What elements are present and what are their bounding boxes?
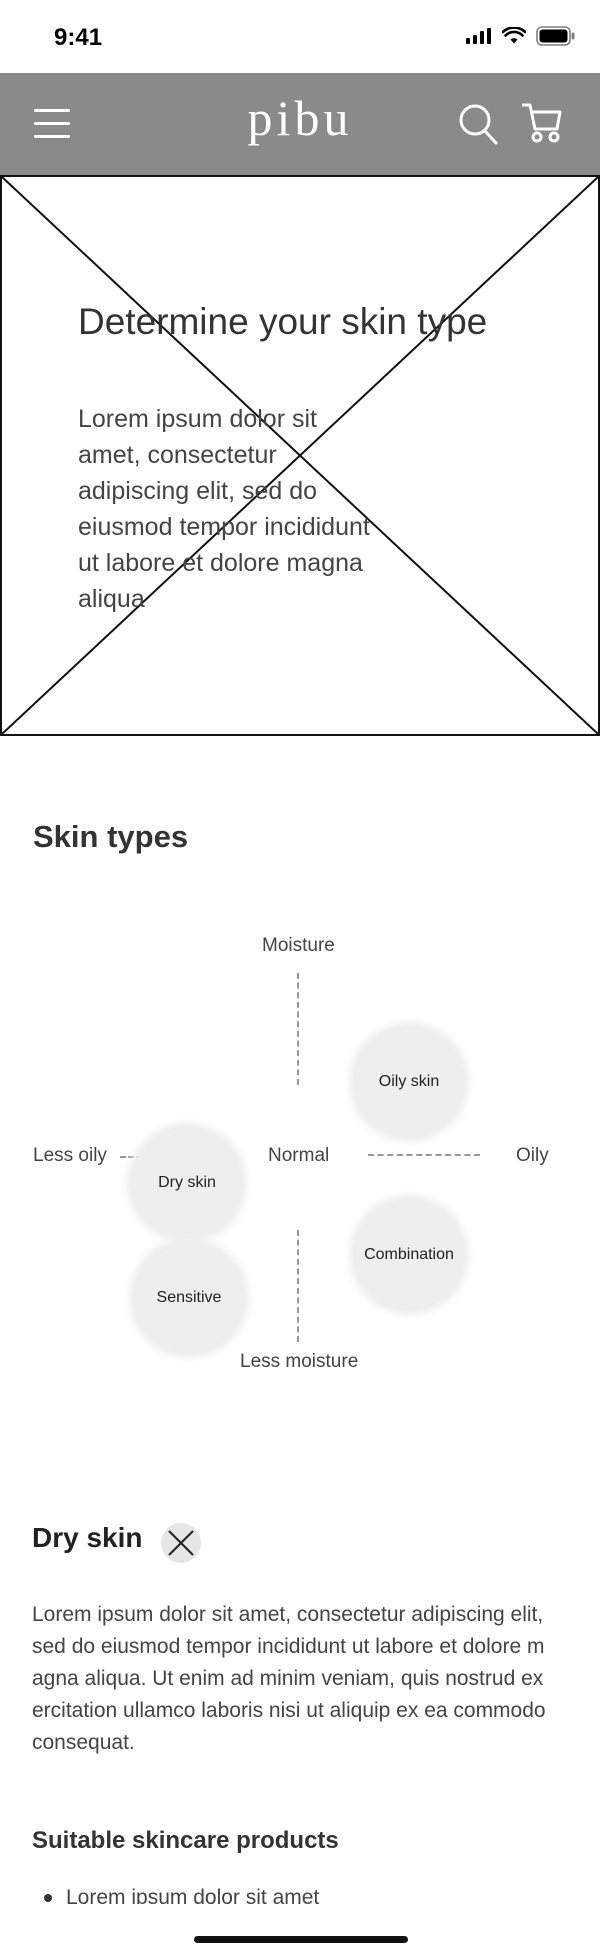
skin-type-oily-button[interactable]: Oily skin [353,1026,465,1138]
axis-label-less-moisture: Less moisture [240,1351,359,1372]
wifi-icon [502,27,526,44]
battery-icon [536,26,575,46]
status-icons [466,26,576,46]
list-item: Lorem ipsum dolor sit amet [42,1882,542,1904]
status-bar: 9:41 [0,0,600,73]
image-placeholder-icon [2,177,598,734]
skin-types-title: Skin types [33,819,189,854]
product-list: Lorem ipsum dolor sit amet [42,1882,542,1904]
search-icon[interactable] [458,103,498,145]
axis-line-bottom [297,1230,299,1342]
home-indicator[interactable] [194,1936,408,1943]
hamburger-menu-icon[interactable] [34,103,70,143]
app-header: pibu [0,73,600,175]
brand-logo: pibu [247,90,353,146]
status-time: 9:41 [54,24,103,51]
axis-label-oily: Oily [516,1145,549,1166]
cellular-signal-icon [466,28,491,44]
skin-type-label: Oily skin [378,1073,440,1090]
skin-type-label: Dry skin [158,1174,216,1191]
axis-label-less-oily: Less oily [33,1145,107,1166]
detail-title: Dry skin [32,1522,143,1553]
skin-type-label: Sensitive [156,1289,222,1306]
axis-line-top [297,973,299,1085]
hero-banner: Determine your skin type Lorem ipsum dol… [0,175,600,736]
axis-label-normal: Normal [268,1145,330,1166]
cart-icon[interactable] [522,101,562,145]
axis-line-right [368,1154,480,1156]
skin-type-sensitive-button[interactable]: Sensitive [133,1242,245,1354]
hero-text: Lorem ipsum dolor sit amet, consectetur … [78,405,370,613]
skin-type-combination-button[interactable]: Combination [353,1199,465,1311]
close-button[interactable] [161,1523,201,1563]
hero-title: Determine your skin type [78,301,488,342]
skin-type-label: Combination [364,1246,454,1263]
close-icon [168,1530,194,1556]
axis-line-left [120,1156,142,1158]
detail-description: Lorem ipsum dolor sit amet, consectetur … [32,1603,546,1754]
skin-type-dry-button[interactable]: Dry skin [131,1127,243,1239]
axis-label-moisture: Moisture [262,935,335,956]
products-title: Suitable skincare products [32,1827,339,1854]
